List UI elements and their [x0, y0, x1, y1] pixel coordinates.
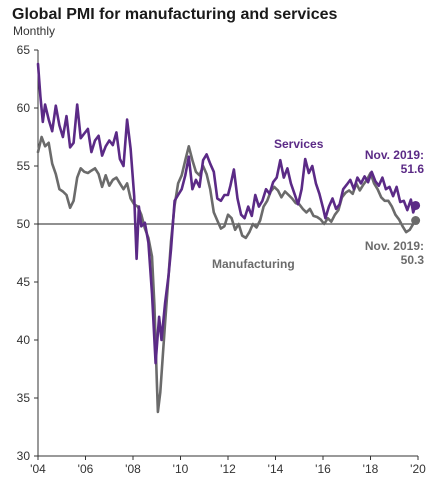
- y-axis: 30 35 40 45 50 55 60 65: [17, 43, 39, 463]
- series-end-marker-manufacturing: [411, 216, 421, 226]
- y-tick-label: 45: [17, 275, 31, 289]
- services-last-value-date: Nov. 2019:: [365, 148, 424, 162]
- manufacturing-last-value: 50.3: [401, 253, 425, 267]
- y-tick-label: 60: [17, 101, 31, 115]
- x-tick-label: '14: [268, 462, 284, 476]
- x-axis: '04 '06 '08 '10 '12 '14 '16 '18 '20: [30, 455, 426, 476]
- chart-title: Global PMI for manufacturing and service…: [12, 6, 338, 23]
- x-tick-label: '12: [220, 462, 236, 476]
- services-last-value: 51.6: [401, 162, 425, 176]
- series-layer: [36, 62, 421, 414]
- x-tick-label: '04: [30, 462, 46, 476]
- chart-subtitle: Monthly: [13, 24, 56, 38]
- x-tick-label: '08: [125, 462, 141, 476]
- x-tick-label: '20: [410, 462, 426, 476]
- y-tick-label: 55: [17, 159, 31, 173]
- manufacturing-series-label: Manufacturing: [212, 257, 295, 271]
- series-line-services: [36, 62, 417, 365]
- y-tick-label: 40: [17, 333, 31, 347]
- x-tick-label: '06: [78, 462, 94, 476]
- y-tick-label: 65: [17, 43, 31, 57]
- manufacturing-last-value-date: Nov. 2019:: [365, 239, 424, 253]
- x-tick-label: '16: [315, 462, 331, 476]
- series-end-marker-services: [411, 200, 421, 210]
- x-tick-label: '18: [363, 462, 379, 476]
- series-line-manufacturing: [36, 135, 417, 414]
- y-tick-label: 50: [17, 217, 31, 231]
- x-tick-label: '10: [173, 462, 189, 476]
- y-tick-label: 35: [17, 391, 31, 405]
- y-tick-label: 30: [17, 449, 31, 463]
- services-series-label: Services: [274, 137, 324, 151]
